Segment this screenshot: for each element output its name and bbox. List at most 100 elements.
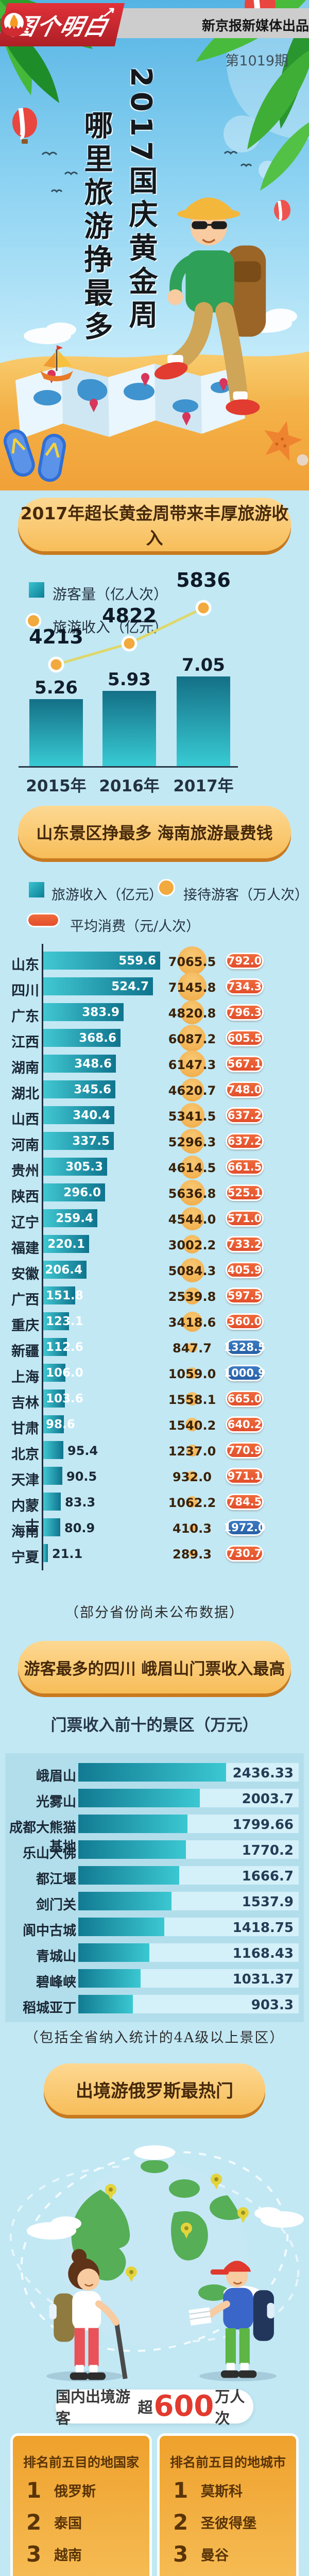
province-visitors-value: 7065.5 (168, 955, 216, 969)
province-visitors-label: 接待游客（万人次） (183, 887, 308, 903)
folded-map (15, 364, 245, 439)
province-visitors-value: 5296.3 (168, 1135, 216, 1149)
section-outbound-title: 出境游俄罗斯最热门 (44, 2063, 265, 2115)
scenic-value: 1770.2 (242, 1843, 294, 1858)
growth-bar (102, 691, 156, 766)
scenic-value: 2436.33 (232, 1766, 294, 1781)
rank-number: 4 (26, 2573, 49, 2576)
province-income-bar: 383.9 (43, 1003, 124, 1021)
province-income-bar (43, 1493, 61, 1511)
outbound-stat-pill: 国内出境游客 超 600 万人次 (56, 2388, 253, 2427)
rank-text: 圣彼得堡 (201, 2515, 256, 2532)
province-label: 天津 (11, 1472, 39, 1488)
scenic-bar-track (78, 1763, 299, 1782)
province-visitors-bubble (185, 1392, 199, 1405)
scenic-value: 2003.7 (242, 1791, 294, 1807)
rank-text: 泰国 (54, 2515, 82, 2532)
scenic-bar-fill (78, 1815, 187, 1833)
province-income-bar: 368.6 (43, 1029, 121, 1047)
growth-line-value: 4213 (29, 625, 83, 648)
main-title-line2: 哪里旅游挣最多 (79, 110, 113, 345)
province-avg-pill: 525.1 (226, 1184, 264, 1201)
province-income-bar (43, 1544, 48, 1562)
province-avg-pill: 605.5 (226, 1030, 264, 1046)
province-visitors-bubble (180, 1258, 204, 1282)
city-item: 1 莫斯科 (160, 2474, 296, 2506)
province-avg-pill: 733.2 (226, 1236, 264, 1252)
traveler-right (188, 2261, 275, 2378)
rank-number: 1 (173, 2477, 188, 2503)
province-income-swatch (29, 882, 44, 897)
province-income-bar: 220.1 (43, 1235, 89, 1253)
province-avg-pill: 792.0 (226, 953, 264, 969)
scenic-bar-track (78, 1892, 299, 1910)
scenic-label: 峨眉山 (36, 1769, 76, 1784)
growth-bar (177, 676, 230, 766)
province-income-value: 21.1 (52, 1547, 83, 1561)
globe-pins (105, 2174, 249, 2282)
scenic-label: 乐山大佛 (22, 1846, 76, 1861)
scenic-bar-fill (78, 1763, 226, 1782)
province-label: 广东 (11, 1009, 39, 1025)
growth-x-label: 2015年 (26, 777, 87, 795)
section-province-title: 山东景区挣最多 海南旅游最费钱 (18, 806, 291, 858)
province-visitors-value: 4620.7 (168, 1083, 216, 1098)
province-avg-pill: 597.5 (226, 1287, 264, 1304)
cities-panel-title: 排名前五目的地城市 (169, 2455, 286, 2470)
growth-x-label: 2017年 (173, 777, 234, 795)
province-label: 北京 (11, 1447, 39, 1463)
province-visitors-value: 5341.5 (168, 1109, 216, 1124)
city-item: 3 曼谷 (160, 2538, 296, 2570)
scenic-bar-fill (78, 1995, 133, 2013)
publisher-label: 新京报新媒体出品 (202, 19, 309, 34)
province-income-value: 80.9 (64, 1521, 95, 1535)
province-chart-axis (42, 944, 43, 1570)
hot-air-balloon-left (12, 108, 37, 144)
scenic-subtitle: 门票收入前十的景区（万元） (50, 1716, 259, 1735)
province-label: 湖南 (11, 1060, 39, 1076)
scenic-value: 1799.66 (232, 1817, 294, 1833)
province-label: 福建 (11, 1241, 39, 1257)
province-income-bar: 340.4 (43, 1106, 114, 1124)
province-visitors-value: 847.7 (173, 1341, 212, 1355)
province-income-bar: 151.8 (43, 1286, 83, 1304)
province-income-bar: 348.6 (43, 1055, 116, 1073)
province-label: 甘肃 (11, 1421, 39, 1437)
province-income-bar: 259.4 (43, 1209, 97, 1227)
scenic-bar-fill (78, 1866, 179, 1885)
province-avg-pill: 571.0 (226, 1210, 264, 1227)
province-footnote: （部分省份尚未公布数据） (65, 1605, 244, 1621)
scenic-bar-fill (78, 1918, 164, 1936)
stat-suffix: 万人次 (215, 2388, 245, 2427)
province-visitors-bubble (183, 1235, 201, 1253)
province-avg-pill: 661.5 (226, 1159, 264, 1175)
province-visitors-value: 4614.5 (168, 1161, 216, 1175)
scenic-footnote: （包括全省纳入统计的4A级以上景区） (24, 2030, 285, 2046)
arrow-up-icon: ↗ (100, 4, 117, 22)
province-label: 重庆 (11, 1318, 39, 1334)
province-visitors-value: 1062.2 (168, 1496, 216, 1510)
scenic-bar-track (78, 1943, 299, 1962)
province-label: 江西 (11, 1035, 39, 1050)
province-income-bar: 559.6 (43, 952, 160, 970)
province-income-bar: 305.3 (43, 1158, 107, 1176)
countries-panel-title: 排名前五目的地国家 (23, 2455, 139, 2470)
province-visitors-bubble (186, 1444, 198, 1456)
province-visitors-bubble (180, 1078, 204, 1101)
province-avg-pill: 360.0 (226, 1313, 264, 1330)
province-visitors-bubble (187, 1471, 197, 1481)
province-visitors-value: 1540.2 (168, 1418, 216, 1433)
starfish (264, 421, 308, 466)
stat-prefix: 国内出境游客 (56, 2388, 131, 2427)
scenic-bar-track (78, 1969, 299, 1988)
province-visitors-bubble (187, 1342, 197, 1352)
rank-number: 3 (173, 2541, 188, 2567)
province-visitors-value: 1558.1 (168, 1393, 216, 1407)
section-scenic: 游客最多的四川 峨眉山门票收入最高 门票收入前十的景区（万元） 峨眉山 2436.… (0, 1631, 309, 2056)
province-income-bar (43, 1467, 62, 1485)
province-income-bar (43, 1518, 60, 1536)
province-visitors-value: 6147.3 (168, 1058, 216, 1072)
growth-x-label: 2016年 (99, 777, 160, 795)
growth-bar-value: 7.05 (182, 655, 225, 675)
province-avg-pill: 665.0 (226, 1391, 264, 1407)
